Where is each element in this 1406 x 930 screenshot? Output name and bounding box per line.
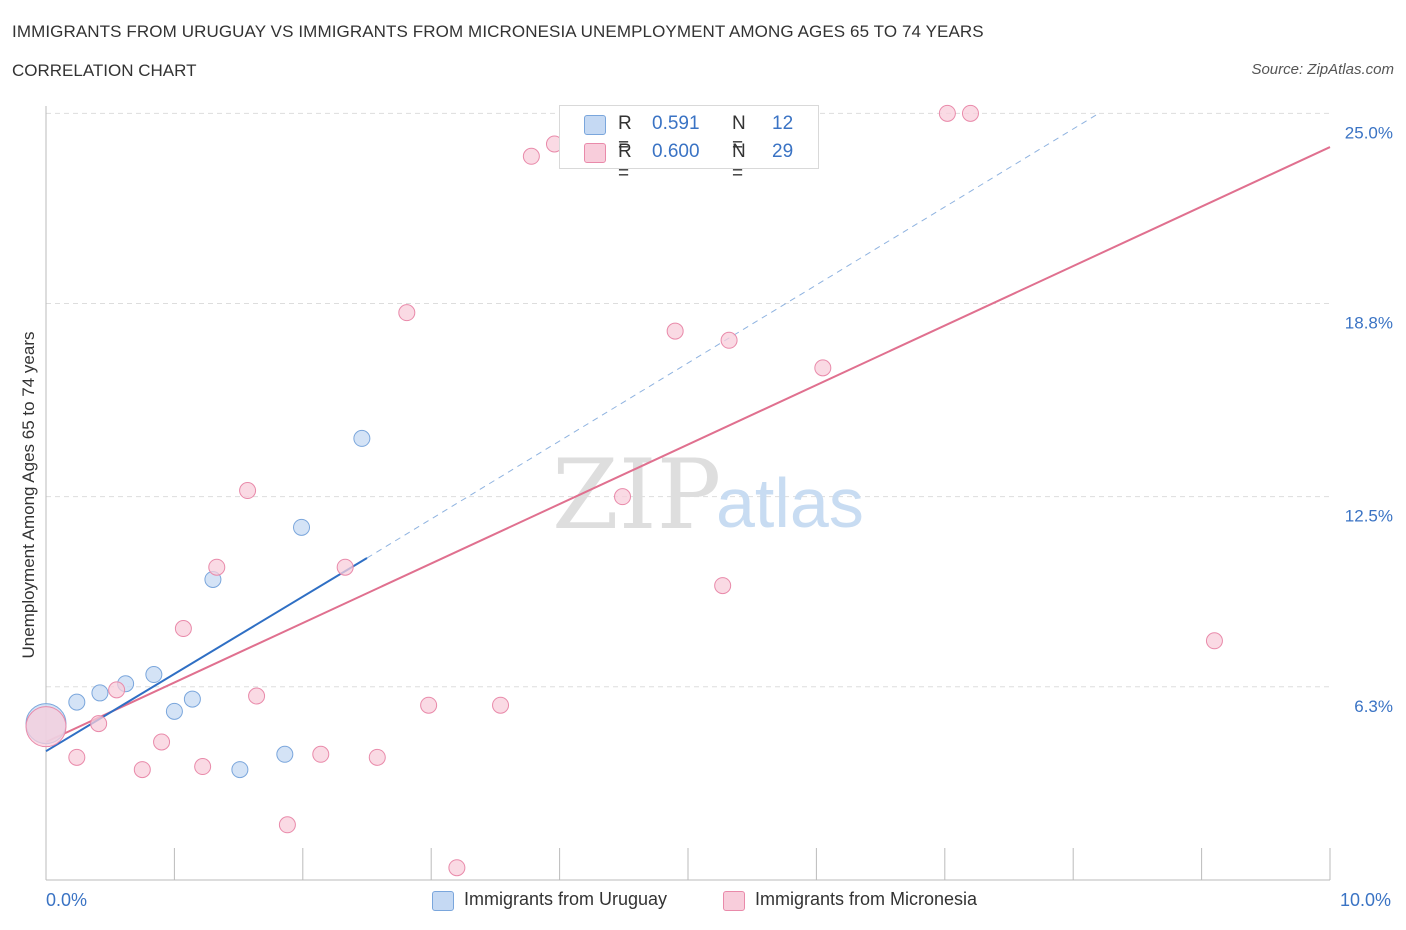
micronesia-point [492,696,510,714]
legend-n-value: 12 [772,113,794,134]
micronesia-point [208,558,226,576]
micronesia-point [368,748,386,766]
micronesia-point [174,620,192,638]
micronesia-point [448,859,466,877]
legend-swatch-uruguay [432,891,454,911]
chart-title: IMMIGRANTS FROM URUGUAY VS IMMIGRANTS FR… [12,22,984,41]
legend-label-micronesia: Immigrants from Micronesia [755,889,978,909]
grid-lines [46,112,1330,688]
legend-r-value: 0.591 [652,113,700,134]
micronesia-point [248,687,266,705]
micronesia-point [1205,632,1223,650]
chart-subtitle: CORRELATION CHART [12,61,197,80]
uruguay-point [145,666,163,684]
micronesia-point [614,488,632,506]
uruguay-point [165,702,183,720]
micronesia-point [153,733,171,751]
micronesia-point [90,715,108,733]
micronesia-point [714,577,732,595]
uruguay-point [231,761,249,779]
legend-n-value: 29 [772,141,794,162]
micronesia-point [814,359,832,377]
y-axis-label: Unemployment Among Ages 65 to 74 years [19,332,38,659]
y-tick-label: 12.5% [1345,507,1393,526]
micronesia-point [133,761,151,779]
micronesia-point [398,304,416,322]
micronesia-point [239,482,257,500]
micronesia-point [336,558,354,576]
x-tick-label-max: 10.0% [1340,890,1392,910]
legend-n-label: N = [732,113,746,156]
watermark-atlas: atlas [716,464,864,542]
y-tick-labels: 6.3% 12.5% 18.8% 25.0% [1345,123,1393,715]
y-tick-label: 6.3% [1354,697,1393,716]
micronesia-point [278,816,296,834]
source-label: Source: ZipAtlas.com [1251,61,1394,78]
y-tick-label: 18.8% [1345,313,1393,332]
uruguay-point [293,518,311,536]
legend-r-value: 0.600 [652,141,700,162]
micronesia-trend-line [45,146,1331,743]
data-points [25,104,1223,877]
watermark: ZIP atlas [552,439,864,551]
legend-r-label: R = [618,113,632,156]
micronesia-point [312,745,330,763]
uruguay-point [183,690,201,708]
micronesia-point [194,758,212,776]
legend-r-label: R = [618,141,632,184]
x-tick-label-min: 0.0% [46,890,88,910]
micronesia-point [108,681,126,699]
micronesia-point [25,706,67,748]
micronesia-point [961,104,979,122]
stats-legend: R = 0.591 N = 12 R = 0.600 N = 29 [559,105,819,184]
micronesia-point [666,322,684,340]
uruguay-point [91,684,109,702]
uruguay-point [68,693,86,711]
micronesia-point [522,147,540,165]
uruguay-point [353,429,371,447]
legend-n-label: N = [732,141,746,184]
y-tick-label: 25.0% [1345,123,1393,142]
legend-swatch-micronesia [584,143,606,163]
axes [45,106,1331,881]
micronesia-point [420,696,438,714]
uruguay-point [276,745,294,763]
micronesia-point [938,104,956,122]
trend-lines [45,112,1331,753]
micronesia-point [720,331,738,349]
micronesia-point [68,748,86,766]
legend-swatch-uruguay [584,115,606,135]
legend-swatch-micronesia [723,891,745,911]
legend-label-uruguay: Immigrants from Uruguay [464,889,668,909]
